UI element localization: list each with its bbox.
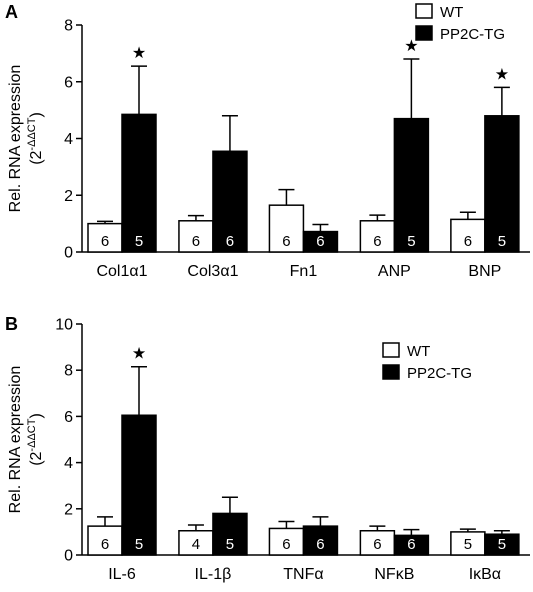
n-label: 6 <box>101 536 109 553</box>
bar-tg <box>212 150 248 253</box>
n-label: 5 <box>135 536 143 553</box>
bar-tg <box>484 115 520 253</box>
legend-label: PP2C-TG <box>407 365 472 382</box>
n-label: 6 <box>282 233 290 250</box>
y-tick-label: 4 <box>64 131 73 148</box>
significance-star: ★ <box>132 346 146 363</box>
y-tick-label: 6 <box>64 74 73 91</box>
category-label: IL-1β <box>195 566 232 583</box>
category-label: Col3α1 <box>187 263 238 280</box>
n-label: 5 <box>135 233 143 250</box>
bar-wt <box>268 204 305 253</box>
y-axis-label: Rel. RNA expression <box>7 366 24 514</box>
n-label: 6 <box>464 233 472 250</box>
legend-swatch <box>382 342 400 358</box>
y-tick-label: 8 <box>64 363 73 380</box>
bar-tg <box>302 525 339 556</box>
n-label: 5 <box>464 536 472 553</box>
category-label: NFκB <box>374 566 414 583</box>
y-tick-label: 2 <box>64 188 73 205</box>
y-axis-formula-close: ) <box>28 413 45 418</box>
significance-star: ★ <box>132 45 146 62</box>
bar-tg <box>393 534 430 556</box>
bar-wt <box>178 529 214 556</box>
y-tick-label: 10 <box>55 317 73 334</box>
y-tick-label: 0 <box>64 245 73 262</box>
legend-label: PP2C-TG <box>440 26 505 43</box>
category-label: IL-6 <box>108 566 136 583</box>
y-axis-formula: (2-ΔΔCT) <box>26 112 45 165</box>
legend-label: WT <box>440 4 463 21</box>
category-label: BNP <box>468 263 501 280</box>
y-axis-formula-base: (2 <box>28 451 45 465</box>
y-tick-label: 8 <box>64 18 73 35</box>
y-axis-formula-sup: -ΔΔCT <box>26 117 38 150</box>
panel-letter: A <box>5 2 18 22</box>
n-label: 6 <box>373 233 381 250</box>
legend-swatch <box>415 25 433 41</box>
n-label: 6 <box>282 536 290 553</box>
legend-label: WT <box>407 343 430 360</box>
significance-star: ★ <box>495 66 509 83</box>
significance-star: ★ <box>404 38 418 55</box>
y-tick-label: 2 <box>64 501 73 518</box>
y-axis-formula: (2-ΔΔCT) <box>26 413 45 466</box>
bar-wt <box>178 220 214 253</box>
bar-tg <box>484 533 520 556</box>
category-label: Fn1 <box>290 263 318 280</box>
y-tick-label: 4 <box>64 455 73 472</box>
n-label: 5 <box>407 233 415 250</box>
n-label: 5 <box>498 536 506 553</box>
panel-letter: B <box>5 314 18 334</box>
bar-tg <box>121 414 157 556</box>
bar-tg <box>302 230 339 253</box>
legend-swatch <box>415 3 433 19</box>
n-label: 6 <box>101 233 109 250</box>
n-label: 4 <box>192 536 200 553</box>
n-label: 6 <box>316 233 324 250</box>
y-tick-label: 6 <box>64 409 73 426</box>
y-axis-formula-base: (2 <box>28 150 45 164</box>
bar-tg <box>212 512 248 556</box>
y-axis-formula-sup: -ΔΔCT <box>26 418 38 451</box>
bar-wt <box>359 529 396 556</box>
n-label: 6 <box>192 233 200 250</box>
y-tick-label: 0 <box>64 548 73 565</box>
n-label: 6 <box>316 536 324 553</box>
n-label: 5 <box>498 233 506 250</box>
n-label: 5 <box>226 536 234 553</box>
bar-tg <box>121 113 157 253</box>
bar-wt <box>450 218 486 253</box>
category-label: ANP <box>378 263 411 280</box>
bar-tg <box>393 117 430 253</box>
y-axis-label: Rel. RNA expression <box>7 65 24 213</box>
n-label: 6 <box>226 233 234 250</box>
legend-swatch <box>382 364 400 380</box>
category-label: Col1α1 <box>96 263 147 280</box>
n-label: 6 <box>407 536 415 553</box>
y-axis-formula-close: ) <box>28 112 45 117</box>
category-label: IκBα <box>469 566 501 583</box>
category-label: TNFα <box>283 566 323 583</box>
n-label: 6 <box>373 536 381 553</box>
